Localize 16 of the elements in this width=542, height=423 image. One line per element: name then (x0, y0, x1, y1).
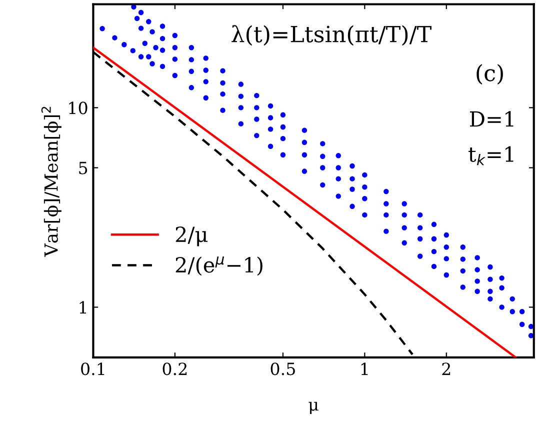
y-tick-label: 1 (80, 301, 86, 314)
x-tick-label: 0.1 (81, 362, 104, 376)
annotation: D=1 (470, 111, 514, 127)
annotation: (c) (476, 64, 503, 84)
y-tick-label: 5 (79, 162, 88, 174)
x-tick-label: 0.5 (270, 362, 295, 376)
legend-label: 2/μ (176, 226, 208, 246)
legend-label: 2/(e$^{μ}$−1) (176, 256, 262, 276)
annotation: t$_{k}$=1 (468, 146, 514, 166)
annotation: λ(t)=Ltsin(πt/T)/T (232, 25, 432, 46)
x-tick-label: 2 (442, 362, 450, 375)
x-axis-title: μ (308, 402, 318, 414)
y-axis-title: Var[ϕ]/Mean[ϕ]$^{2}$ (41, 106, 62, 257)
x-tick-label: 1 (361, 362, 368, 375)
x-tick-label: 0.2 (162, 362, 187, 376)
y-tick-label: 10 (69, 102, 88, 114)
